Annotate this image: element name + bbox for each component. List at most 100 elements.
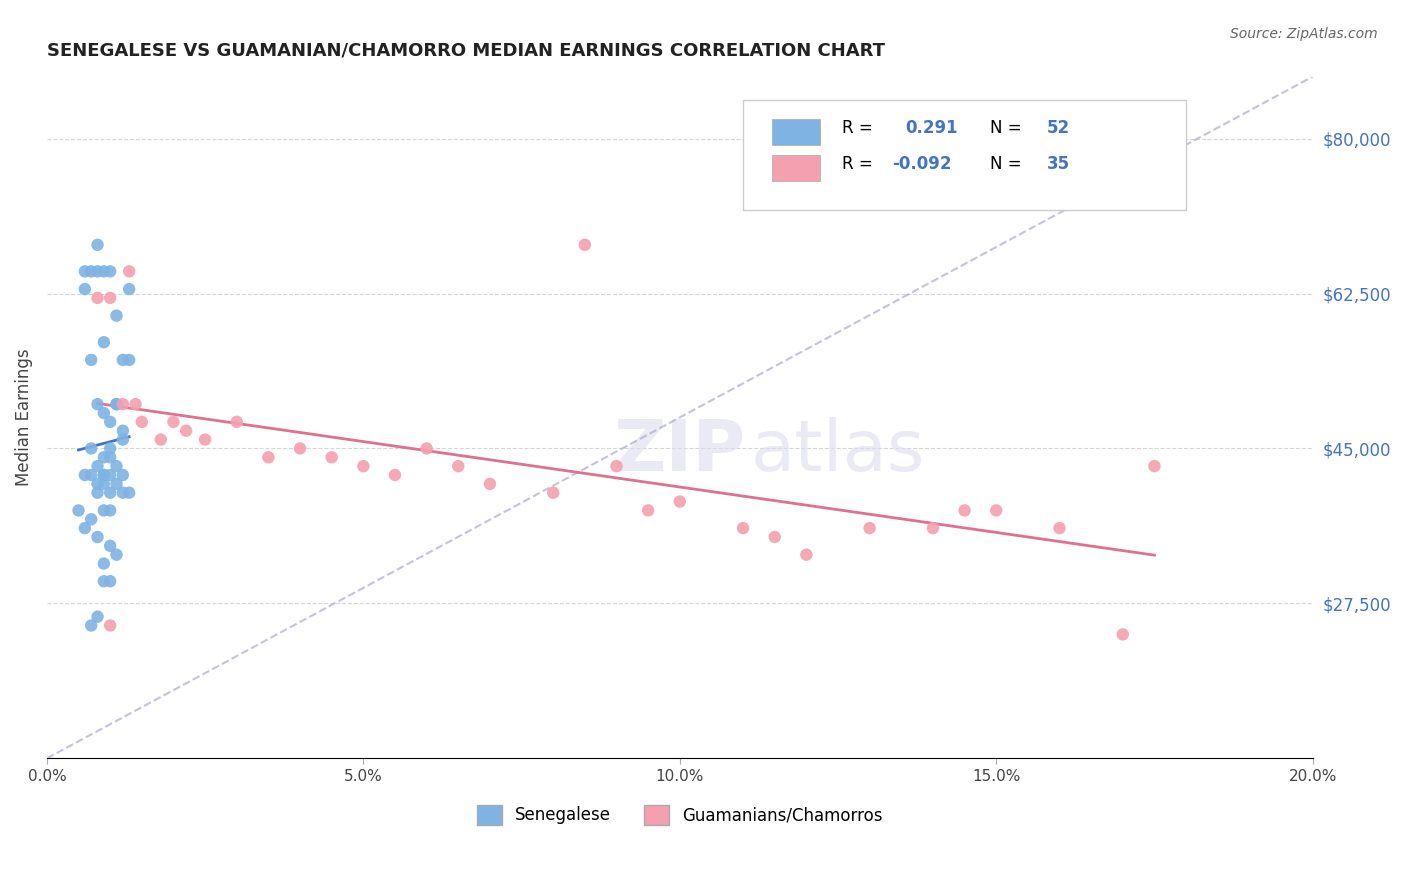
Point — [731, 521, 754, 535]
Point — [321, 450, 343, 465]
Point — [1049, 521, 1071, 535]
Text: R =: R = — [842, 155, 877, 173]
Point — [86, 237, 108, 252]
Text: N =: N = — [990, 155, 1026, 173]
Point — [668, 494, 690, 508]
Point — [98, 618, 121, 632]
Point — [86, 459, 108, 474]
Point — [131, 415, 153, 429]
Point — [80, 352, 103, 367]
Point — [73, 282, 96, 296]
Point — [111, 468, 134, 483]
Point — [194, 433, 217, 447]
Point — [98, 415, 121, 429]
Point — [73, 468, 96, 483]
Point — [93, 503, 115, 517]
Point — [73, 521, 96, 535]
Point — [80, 512, 103, 526]
Point — [86, 291, 108, 305]
Point — [105, 309, 128, 323]
Point — [384, 468, 406, 483]
Point — [111, 352, 134, 367]
Point — [80, 442, 103, 456]
Point — [174, 424, 197, 438]
Text: 52: 52 — [1047, 119, 1070, 136]
Point — [98, 539, 121, 553]
Point — [111, 424, 134, 438]
Point — [67, 503, 90, 517]
Point — [637, 503, 659, 517]
Point — [118, 485, 141, 500]
Point — [149, 433, 172, 447]
Point — [86, 530, 108, 544]
Text: SENEGALESE VS GUAMANIAN/CHAMORRO MEDIAN EARNINGS CORRELATION CHART: SENEGALESE VS GUAMANIAN/CHAMORRO MEDIAN … — [46, 42, 884, 60]
Point — [415, 442, 437, 456]
FancyBboxPatch shape — [742, 101, 1187, 210]
Point — [105, 397, 128, 411]
Text: atlas: atlas — [751, 417, 925, 486]
Point — [86, 609, 108, 624]
Point — [98, 291, 121, 305]
Point — [98, 264, 121, 278]
Point — [105, 548, 128, 562]
Point — [80, 618, 103, 632]
Point — [86, 485, 108, 500]
Point — [288, 442, 311, 456]
Point — [352, 459, 374, 474]
Text: 35: 35 — [1047, 155, 1070, 173]
Point — [105, 459, 128, 474]
Point — [796, 548, 818, 562]
Point — [162, 415, 184, 429]
Point — [922, 521, 945, 535]
Text: N =: N = — [990, 119, 1026, 136]
Point — [98, 485, 121, 500]
Point — [1112, 627, 1135, 641]
Point — [98, 442, 121, 456]
Point — [105, 397, 128, 411]
Point — [225, 415, 247, 429]
Y-axis label: Median Earnings: Median Earnings — [15, 349, 32, 486]
Text: ZIP: ZIP — [613, 417, 747, 486]
Point — [98, 503, 121, 517]
Bar — [772, 155, 820, 181]
Point — [118, 282, 141, 296]
Point — [447, 459, 470, 474]
Point — [111, 397, 134, 411]
Point — [105, 476, 128, 491]
Point — [80, 468, 103, 483]
Point — [763, 530, 786, 544]
Point — [93, 264, 115, 278]
Point — [478, 476, 501, 491]
Point — [605, 459, 627, 474]
Point — [111, 433, 134, 447]
Point — [257, 450, 280, 465]
Point — [98, 574, 121, 589]
Text: R =: R = — [842, 119, 877, 136]
Point — [118, 264, 141, 278]
Point — [93, 557, 115, 571]
Point — [86, 264, 108, 278]
Point — [86, 476, 108, 491]
Point — [986, 503, 1008, 517]
Point — [93, 468, 115, 483]
Point — [93, 574, 115, 589]
Point — [111, 485, 134, 500]
Point — [953, 503, 976, 517]
Text: Source: ZipAtlas.com: Source: ZipAtlas.com — [1230, 27, 1378, 41]
Point — [1143, 459, 1166, 474]
Legend: Senegalese, Guamanians/Chamorros: Senegalese, Guamanians/Chamorros — [470, 798, 890, 831]
Point — [98, 450, 121, 465]
Point — [80, 264, 103, 278]
Point — [118, 352, 141, 367]
Point — [93, 476, 115, 491]
Point — [93, 450, 115, 465]
Point — [98, 468, 121, 483]
Text: -0.092: -0.092 — [893, 155, 952, 173]
Point — [124, 397, 146, 411]
Text: 0.291: 0.291 — [905, 119, 957, 136]
Point — [73, 264, 96, 278]
Point — [859, 521, 882, 535]
Point — [93, 406, 115, 420]
Point — [86, 397, 108, 411]
Bar — [772, 119, 820, 145]
